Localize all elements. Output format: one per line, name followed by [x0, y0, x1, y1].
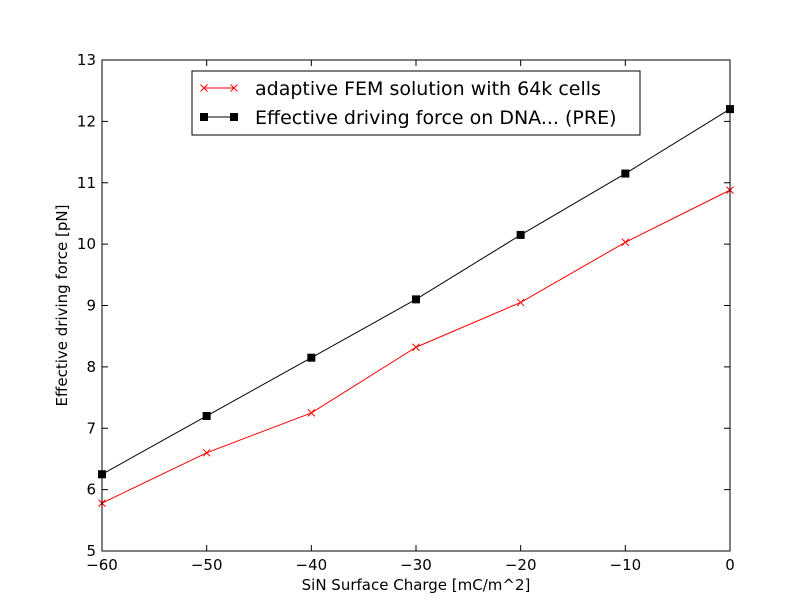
y-tick-label: 13	[77, 51, 96, 69]
x-axis-label: SiN Surface Charge [mC/m^2]	[302, 576, 531, 594]
data-point-x-marker	[516, 298, 525, 307]
data-point-x-marker	[202, 448, 211, 457]
legend-marker-pre-right	[230, 113, 238, 121]
plot-area	[102, 60, 730, 551]
x-tick-label: −60	[86, 556, 118, 574]
x-tick-label: −20	[505, 556, 537, 574]
y-tick-label: 5	[86, 542, 96, 560]
y-tick-label: 9	[86, 297, 96, 315]
y-tick-label: 10	[77, 235, 96, 253]
legend: adaptive FEM solution with 64k cells Eff…	[191, 70, 641, 136]
data-point-square-marker	[307, 353, 316, 362]
y-tick-label: 7	[86, 419, 96, 437]
ticks-layer: −60 −50 −40 −30 −20 −10 0 5 6 7 8 9 10 11 12 13	[77, 51, 735, 574]
data-point-square-marker	[412, 295, 420, 304]
legend-marker-pre-left	[200, 113, 208, 121]
x-tick-label: −30	[400, 556, 432, 574]
x-tick-label: −10	[610, 556, 642, 574]
y-tick-label: 6	[86, 481, 96, 499]
legend-label-fem: adaptive FEM solution with 64k cells	[255, 78, 601, 100]
data-point-x-marker	[307, 409, 316, 417]
series-layer	[98, 105, 734, 507]
y-tick-label: 8	[86, 358, 96, 376]
x-tick-label: −50	[191, 556, 223, 574]
legend-box	[191, 70, 641, 136]
y-axis-label: Effective driving force [pN]	[53, 205, 71, 407]
data-point-x-marker	[412, 343, 420, 352]
x-tick-label: 0	[725, 556, 735, 574]
y-tick-label: 12	[77, 112, 96, 130]
data-point-square-marker	[516, 230, 525, 239]
data-point-square-marker	[621, 169, 630, 178]
legend-label-pre: Effective driving force on DNA... (PRE)	[255, 107, 617, 129]
x-tick-label: −40	[296, 556, 328, 574]
data-point-x-marker	[621, 238, 630, 247]
y-tick-label: 11	[77, 174, 96, 192]
legend-marker-fem	[200, 84, 238, 92]
data-point-square-marker	[202, 411, 211, 420]
